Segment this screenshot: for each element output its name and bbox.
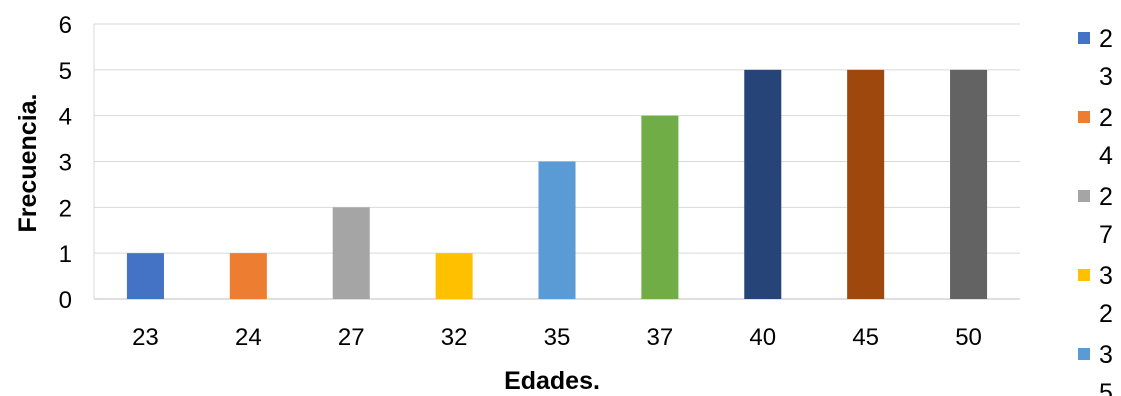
bar-40: [744, 69, 782, 299]
bar-23: [126, 253, 164, 299]
y-axis-ticks: 0 1 2 3 4 5 6: [59, 12, 72, 314]
x-axis-ticks: 23 24 27 32 35 37 40 45 50: [132, 324, 982, 351]
bars: [126, 69, 988, 300]
legend-swatch: [1078, 348, 1090, 360]
legend-swatch: [1078, 111, 1090, 123]
bar-37: [641, 115, 679, 300]
bar-50: [950, 69, 988, 299]
bar-24: [229, 253, 267, 299]
legend-label: 4: [1099, 142, 1113, 170]
y-axis-title: Frecuencia.: [14, 94, 42, 233]
x-tick-label: 37: [647, 324, 674, 351]
y-tick-label: 3: [59, 150, 72, 177]
legend: 2 3 2 4 2 7 3 2 3 5: [1078, 25, 1113, 396]
x-tick-label: 27: [338, 324, 365, 351]
x-tick-label: 50: [955, 324, 982, 351]
legend-label: 3: [1099, 341, 1113, 369]
legend-label: 2: [1099, 104, 1113, 132]
y-tick-label: 0: [59, 287, 72, 314]
bar-32: [435, 253, 473, 299]
x-tick-label: 32: [441, 324, 468, 351]
legend-label: 2: [1099, 25, 1113, 53]
x-tick-label: 24: [235, 324, 262, 351]
legend-label: 3: [1099, 262, 1113, 290]
legend-label: 5: [1099, 379, 1113, 396]
y-tick-label: 2: [59, 195, 72, 222]
x-axis-title: Edades.: [504, 367, 600, 395]
y-tick-label: 4: [59, 104, 72, 131]
x-tick-label: 40: [749, 324, 776, 351]
legend-swatch: [1078, 269, 1090, 281]
y-tick-label: 5: [59, 58, 72, 85]
legend-label: 7: [1099, 221, 1113, 249]
legend-label: 2: [1099, 300, 1113, 328]
x-tick-label: 23: [132, 324, 159, 351]
bar-45: [847, 69, 885, 299]
bar-27: [332, 207, 370, 299]
y-tick-label: 6: [59, 12, 72, 39]
x-tick-label: 45: [852, 324, 879, 351]
x-tick-label: 35: [544, 324, 571, 351]
bar-35: [538, 161, 576, 299]
legend-label: 3: [1099, 63, 1113, 91]
legend-swatch: [1078, 190, 1090, 202]
legend-label: 2: [1099, 183, 1113, 211]
y-tick-label: 1: [59, 241, 72, 268]
legend-swatch: [1078, 32, 1090, 44]
